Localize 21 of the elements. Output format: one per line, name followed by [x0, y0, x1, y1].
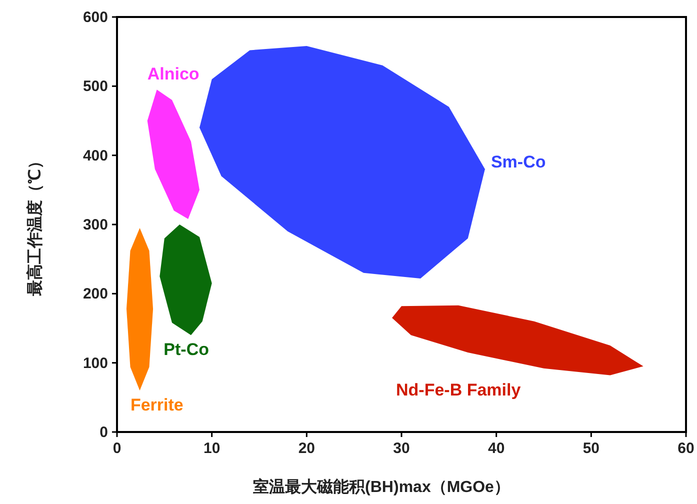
x-tick-label: 10	[203, 440, 220, 457]
x-tick-label: 40	[488, 440, 505, 457]
y-tick-label: 500	[82, 78, 108, 96]
x-tick-label: 0	[112, 440, 122, 457]
x-axis-title: 室温最大磁能积(BH)max（MGOe）	[253, 477, 510, 496]
y-tick-label: 600	[82, 9, 108, 26]
y-tick-label: 100	[82, 354, 108, 372]
series-label: Nd-Fe-B Family	[396, 380, 522, 400]
x-tick-label: 20	[298, 440, 316, 457]
y-tick-label: 0	[100, 424, 108, 441]
x-tick-label: 60	[678, 440, 694, 457]
x-tick-label: 50	[582, 440, 600, 457]
y-axis-title: 最高工作温度（℃）	[25, 153, 44, 297]
series-label: Sm-Co	[490, 152, 546, 172]
series-label: Alnico	[147, 64, 200, 84]
y-tick-label: 200	[82, 286, 108, 303]
y-tick-label: 400	[82, 147, 108, 164]
series-label: Ferrite	[130, 396, 184, 414]
series-label: Pt-Co	[164, 340, 210, 360]
x-tick-label: 30	[393, 440, 410, 457]
y-tick-label: 300	[82, 216, 108, 234]
